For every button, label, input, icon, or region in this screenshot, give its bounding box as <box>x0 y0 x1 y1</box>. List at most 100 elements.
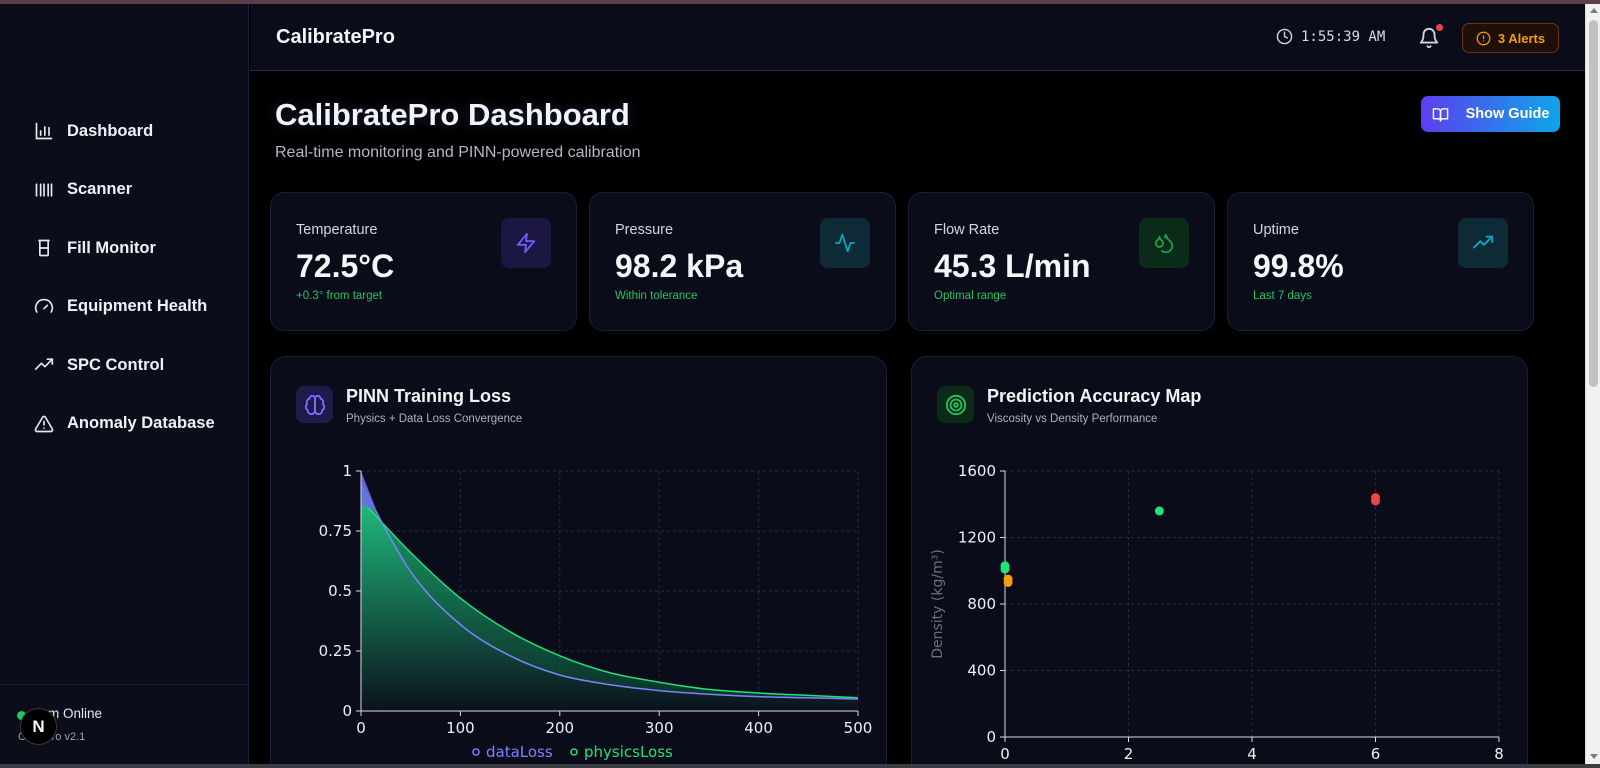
prediction-accuracy-panel: Prediction Accuracy Map Viscosity vs Den… <box>911 356 1528 764</box>
scatter-point <box>1000 561 1010 571</box>
alerts-label: 3 Alerts <box>1497 30 1546 46</box>
scroll-down-arrow-icon[interactable] <box>1590 754 1598 759</box>
alerts-button[interactable]: 3 Alerts <box>1462 23 1559 53</box>
show-guide-label: Show Guide <box>1465 106 1550 122</box>
stat-card-pressure: Pressure 98.2 kPa Within tolerance <box>589 192 896 331</box>
book-open-icon <box>1432 107 1448 122</box>
scatter-point <box>1371 493 1380 503</box>
panel-subtitle: Physics + Data Loss Convergence <box>346 413 523 425</box>
sidebar-item-dashboard[interactable]: Dashboard <box>0 116 249 146</box>
main-content: CalibratePro Dashboard Real-time monitor… <box>250 72 1585 764</box>
window-top-border <box>0 0 1600 4</box>
nextjs-dev-badge[interactable]: N <box>20 708 57 745</box>
droplets-icon <box>1154 233 1174 254</box>
x-tick-label: 100 <box>446 719 475 737</box>
stat-card-temperature: Temperature 72.5°C +0.3° from target <box>270 192 577 331</box>
x-tick-label: 8 <box>1494 745 1504 763</box>
pinn-loss-panel: PINN Training Loss Physics + Data Loss C… <box>270 356 887 764</box>
show-guide-button[interactable]: Show Guide <box>1421 96 1560 132</box>
sidebar: Dashboard Scanner Fill Monitor Equipment… <box>0 4 249 764</box>
x-tick-label: 4 <box>1247 745 1257 763</box>
trending-up-icon <box>1472 235 1494 249</box>
scroll-thumb[interactable] <box>1589 20 1598 387</box>
status-online-dot <box>17 711 26 720</box>
data-loss-line <box>360 482 859 700</box>
scroll-up-arrow-icon[interactable] <box>1590 8 1598 13</box>
clock-icon <box>1276 28 1293 45</box>
y-tick-label: 0 <box>342 702 352 720</box>
sidebar-item-scanner[interactable]: Scanner <box>0 175 249 205</box>
top-header: CalibratePro 1:55:39 AM 3 Alerts <box>250 4 1585 71</box>
stat-icon-box <box>820 218 870 268</box>
data-loss-peak-area <box>361 471 377 512</box>
alert-circle-icon <box>1476 31 1491 45</box>
sidebar-item-spc-control[interactable]: SPC Control <box>0 350 249 380</box>
bar-chart-icon <box>35 122 53 140</box>
stat-note: Optimal range <box>934 290 1007 302</box>
brain-icon <box>304 394 325 415</box>
y-tick-label: 400 <box>967 662 996 680</box>
stat-icon-box <box>501 218 551 268</box>
sidebar-item-label: Anomaly Database <box>67 414 215 432</box>
panel-subtitle: Viscosity vs Density Performance <box>987 413 1158 425</box>
stat-label: Temperature <box>296 222 378 238</box>
x-tick-label: 300 <box>645 719 674 737</box>
legend-label: physicsLoss <box>584 743 673 761</box>
x-tick-label: 6 <box>1371 745 1381 763</box>
x-tick-label: 400 <box>744 719 773 737</box>
x-tick-label: 2 <box>1124 745 1134 763</box>
legend-marker <box>570 748 578 756</box>
stat-note: Within tolerance <box>615 290 698 302</box>
sidebar-nav: Dashboard Scanner Fill Monitor Equipment… <box>0 116 249 467</box>
y-tick-label: 1600 <box>958 462 996 480</box>
stat-note: Last 7 days <box>1253 290 1312 302</box>
stat-label: Flow Rate <box>934 222 1000 238</box>
panel-title: PINN Training Loss <box>346 386 512 406</box>
activity-icon <box>834 233 856 253</box>
stat-label: Pressure <box>615 222 674 238</box>
y-tick-label: 0 <box>986 728 996 746</box>
sidebar-item-fill-monitor[interactable]: Fill Monitor <box>0 233 249 263</box>
sidebar-item-label: Dashboard <box>67 121 154 140</box>
stat-note: +0.3° from target <box>296 290 383 302</box>
sidebar-item-anomaly-database[interactable]: Anomaly Database <box>0 409 249 439</box>
x-tick-label: 500 <box>844 719 873 737</box>
pinn-loss-chart: 0 0.25 0.5 0.75 1 0 100 200 300 400 500 dataLoss phy… <box>319 462 873 761</box>
panel-title: Prediction Accuracy Map <box>987 386 1202 406</box>
y-tick-label: 0.5 <box>328 582 352 600</box>
stat-card-flow-rate: Flow Rate 45.3 L/min Optimal range <box>908 192 1215 331</box>
y-tick-label: 0.75 <box>319 522 352 540</box>
x-tick-label: 200 <box>545 719 574 737</box>
physics-loss-line <box>360 499 859 699</box>
stat-value: 99.8% <box>1253 248 1344 284</box>
barcode-icon <box>35 182 53 197</box>
page-subtitle: Real-time monitoring and PINN-powered ca… <box>275 144 641 161</box>
y-tick-label: 800 <box>967 595 996 613</box>
target-icon <box>945 394 966 415</box>
page-title: CalibratePro Dashboard <box>275 97 630 132</box>
scatter-point <box>1003 574 1013 584</box>
y-axis-label: Density (kg/m³) <box>930 549 946 659</box>
page-scrollbar[interactable] <box>1585 4 1600 764</box>
window-bottom-border <box>0 764 1600 768</box>
y-tick-label: 0.25 <box>319 642 352 660</box>
x-tick-label: 0 <box>1000 745 1010 763</box>
legend-marker <box>472 748 480 756</box>
sidebar-item-equipment-health[interactable]: Equipment Health <box>0 292 249 322</box>
stat-card-uptime: Uptime 99.8% Last 7 days <box>1227 192 1534 331</box>
stat-value: 98.2 kPa <box>615 248 744 284</box>
zap-icon <box>516 232 536 254</box>
y-tick-label: 1200 <box>958 529 996 547</box>
stat-icon-box <box>1458 218 1508 268</box>
stat-value: 45.3 L/min <box>934 248 1091 284</box>
brand-title: CalibratePro <box>276 26 395 48</box>
sidebar-item-label: Scanner <box>67 180 133 198</box>
data-loss-area <box>361 483 858 711</box>
y-tick-label: 1 <box>342 462 352 480</box>
bell-icon[interactable] <box>1418 26 1440 50</box>
clock-time: 1:55:39 AM <box>1301 28 1386 45</box>
clock: 1:55:39 AM <box>1276 28 1385 45</box>
stat-icon-box <box>1139 218 1189 268</box>
panel-icon-box <box>937 386 974 423</box>
sidebar-item-label: Fill Monitor <box>67 238 156 257</box>
